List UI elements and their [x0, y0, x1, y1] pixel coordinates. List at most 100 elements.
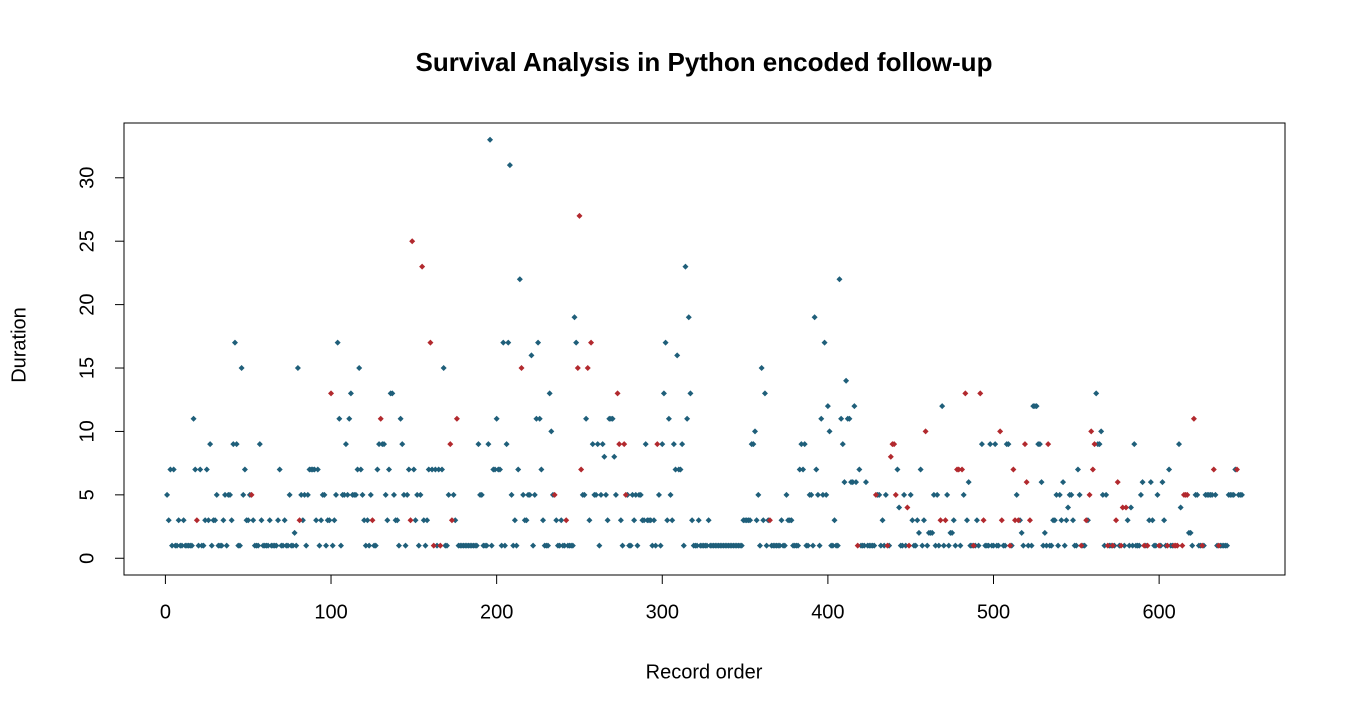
y-tick-label: 0 [76, 553, 98, 564]
point [809, 542, 816, 549]
point [193, 517, 200, 524]
point [256, 441, 263, 448]
point [853, 479, 860, 486]
point [405, 466, 412, 473]
point [1209, 491, 1216, 498]
point [419, 263, 426, 270]
point [755, 491, 762, 498]
point [540, 517, 547, 524]
point [813, 466, 820, 473]
point [301, 491, 308, 498]
point [935, 542, 942, 549]
point [1010, 466, 1017, 473]
point [1156, 542, 1163, 549]
y-tick-label: 10 [76, 420, 98, 442]
point [655, 491, 662, 498]
point [230, 441, 237, 448]
point [337, 542, 344, 549]
point [1021, 441, 1028, 448]
point [255, 542, 262, 549]
point [930, 491, 937, 498]
x-axis-label: Record order [646, 661, 763, 683]
point [679, 441, 686, 448]
point [1048, 542, 1055, 549]
point [660, 390, 667, 397]
point [1166, 466, 1173, 473]
point [915, 529, 922, 536]
point [548, 428, 555, 435]
point [1233, 466, 1240, 473]
point [1184, 491, 1191, 498]
point [318, 517, 325, 524]
point [995, 542, 1002, 549]
point [604, 517, 611, 524]
point [611, 453, 618, 460]
point [438, 466, 445, 473]
point [965, 479, 972, 486]
point [511, 517, 518, 524]
point [1033, 403, 1040, 410]
point [558, 517, 565, 524]
point [650, 517, 657, 524]
point [448, 517, 455, 524]
point [500, 339, 507, 346]
point [978, 441, 985, 448]
point [429, 466, 436, 473]
point [619, 542, 626, 549]
point [475, 441, 482, 448]
point [1101, 542, 1108, 549]
point [364, 517, 371, 524]
point [1023, 479, 1030, 486]
x-tick-label: 200 [480, 601, 513, 623]
point [647, 517, 654, 524]
y-axis-label: Duration [8, 307, 30, 383]
point [236, 542, 243, 549]
point [281, 517, 288, 524]
point [814, 491, 821, 498]
point [385, 466, 392, 473]
point [1058, 517, 1065, 524]
point [1114, 479, 1121, 486]
point [1041, 529, 1048, 536]
point [404, 491, 411, 498]
point [1164, 542, 1171, 549]
point [750, 441, 757, 448]
point [399, 441, 406, 448]
point [747, 517, 754, 524]
point [410, 466, 417, 473]
point [940, 542, 947, 549]
point [703, 542, 710, 549]
point [505, 339, 512, 346]
point [491, 466, 498, 473]
point [634, 542, 641, 549]
point [298, 491, 305, 498]
point [831, 517, 838, 524]
point [273, 542, 280, 549]
point [1147, 479, 1154, 486]
point [980, 517, 987, 524]
point [877, 542, 884, 549]
point [218, 542, 225, 549]
point [265, 542, 272, 549]
point [1103, 491, 1110, 498]
point [753, 517, 760, 524]
point [326, 517, 333, 524]
point [266, 517, 273, 524]
point [321, 491, 328, 498]
point [887, 453, 894, 460]
point [899, 542, 906, 549]
point [627, 542, 634, 549]
point [838, 415, 845, 422]
point [616, 441, 623, 448]
point [1086, 491, 1093, 498]
point [937, 517, 944, 524]
point [816, 542, 823, 549]
point [1129, 542, 1136, 549]
point [851, 403, 858, 410]
point [1152, 542, 1159, 549]
point [917, 466, 924, 473]
point [949, 529, 956, 536]
point [649, 542, 656, 549]
point [528, 352, 535, 359]
point [879, 517, 886, 524]
